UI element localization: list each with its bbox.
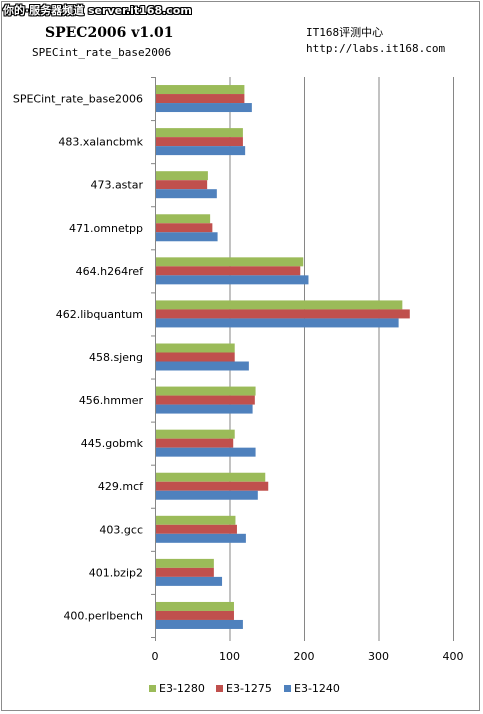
x-tick-label: 100 — [219, 650, 240, 663]
x-tick-label: 300 — [368, 650, 389, 663]
legend-swatch-e3-1275 — [216, 685, 223, 692]
bar-e3-1280 — [156, 171, 208, 181]
bar-e3-1240 — [156, 189, 217, 199]
legend-swatch-e3-1240 — [284, 685, 291, 692]
category-label: 403.gcc — [99, 523, 143, 536]
bar-e3-1275 — [156, 524, 237, 534]
brand-label: IT168评测中心 — [306, 26, 384, 39]
bar-e3-1280 — [156, 257, 304, 267]
bar-e3-1240 — [156, 361, 249, 371]
bar-e3-1280 — [156, 214, 211, 224]
bar-e3-1275 — [156, 352, 235, 362]
bar-e3-1240 — [156, 619, 243, 629]
bar-e3-1240 — [156, 447, 256, 457]
x-tick-label: 200 — [294, 650, 315, 663]
bar-e3-1240 — [156, 275, 309, 285]
category-label: SPECint_rate_base2006 — [13, 93, 143, 106]
bar-e3-1280 — [156, 515, 236, 525]
category-label: 483.xalancbmk — [58, 136, 143, 149]
chart-subtitle: SPECint_rate_base2006 — [32, 46, 172, 59]
category-label: 458.sjeng — [89, 351, 143, 364]
legend-label: E3-1280 — [159, 682, 205, 695]
bar-e3-1280 — [156, 558, 214, 568]
chart-title: SPEC2006 v1.01 — [45, 25, 174, 41]
category-label: 456.hmmer — [79, 394, 144, 407]
bar-e3-1280 — [156, 300, 403, 310]
bar-e3-1275 — [156, 223, 213, 233]
bar-e3-1275 — [156, 137, 243, 147]
bar-e3-1275 — [156, 395, 255, 405]
bar-e3-1280 — [156, 429, 235, 439]
category-label: 400.perlbench — [63, 609, 143, 622]
bar-e3-1275 — [156, 266, 301, 276]
bar-e3-1240 — [156, 232, 218, 242]
x-tick-label: 400 — [443, 650, 464, 663]
bar-e3-1240 — [156, 490, 258, 500]
bar-e3-1240 — [156, 318, 399, 328]
bar-e3-1275 — [156, 481, 269, 491]
bar-e3-1275 — [156, 438, 234, 448]
x-tick-label: 0 — [152, 650, 159, 663]
bar-e3-1280 — [156, 601, 234, 611]
category-label: 464.h264ref — [76, 265, 145, 278]
bar-e3-1280 — [156, 128, 243, 138]
legend-swatch-e3-1280 — [149, 685, 156, 692]
bar-e3-1280 — [156, 472, 266, 482]
category-label: 401.bzip2 — [89, 566, 143, 579]
watermark: 你的·服务器频道 server.it168.com — [3, 4, 192, 17]
bar-e3-1240 — [156, 533, 246, 543]
bar-e3-1280 — [156, 386, 256, 396]
category-label: 471.omnetpp — [69, 222, 143, 235]
bar-e3-1240 — [156, 576, 223, 586]
category-label: 429.mcf — [98, 480, 144, 493]
bar-e3-1240 — [156, 103, 252, 113]
bar-e3-1240 — [156, 404, 253, 414]
bar-e3-1275 — [156, 94, 245, 104]
category-label: 473.astar — [90, 179, 143, 192]
bar-e3-1240 — [156, 146, 246, 156]
legend-label: E3-1240 — [294, 682, 340, 695]
bar-e3-1280 — [156, 343, 235, 353]
bar-e3-1280 — [156, 85, 245, 95]
bar-e3-1275 — [156, 567, 214, 577]
bar-e3-1275 — [156, 610, 234, 620]
bar-e3-1275 — [156, 309, 410, 319]
legend-label: E3-1275 — [226, 682, 272, 695]
site-url: http://labs.it168.com — [306, 42, 446, 55]
category-label: 462.libquantum — [56, 308, 143, 321]
category-label: 445.gobmk — [81, 437, 144, 450]
bar-e3-1275 — [156, 180, 208, 190]
